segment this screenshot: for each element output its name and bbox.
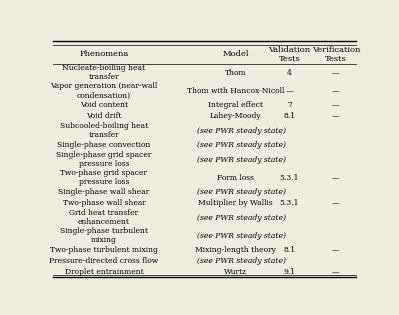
Text: Multiplier by Wallis: Multiplier by Wallis — [198, 199, 273, 207]
Text: (see PWR steady state): (see PWR steady state) — [197, 156, 286, 164]
Text: Form loss: Form loss — [217, 174, 254, 182]
Text: Two-phase turbulent mixing: Two-phase turbulent mixing — [50, 246, 158, 254]
Text: —: — — [332, 112, 340, 120]
Text: —: — — [332, 199, 340, 207]
Text: —: — — [332, 101, 340, 109]
Text: (see PWR steady state): (see PWR steady state) — [197, 232, 286, 240]
Text: Validation
Tests: Validation Tests — [269, 46, 310, 63]
Text: Thom: Thom — [225, 69, 246, 77]
Text: 5.3.1: 5.3.1 — [280, 199, 299, 207]
Text: (see PWR steady state): (see PWR steady state) — [197, 188, 286, 196]
Text: Model: Model — [222, 50, 249, 58]
Text: (see PWR steady state): (see PWR steady state) — [197, 141, 286, 149]
Text: Mixing-length theory: Mixing-length theory — [195, 246, 276, 254]
Text: Phenomena: Phenomena — [79, 50, 128, 58]
Text: Single-phase grid spacer
pressure loss: Single-phase grid spacer pressure loss — [56, 151, 152, 168]
Text: Droplet entrainment: Droplet entrainment — [65, 268, 143, 276]
Text: —: — — [332, 246, 340, 254]
Text: 5.3.1: 5.3.1 — [280, 174, 299, 182]
Text: (see PWR steady state): (see PWR steady state) — [197, 214, 286, 222]
Text: Void drift: Void drift — [86, 112, 122, 120]
Text: —: — — [332, 69, 340, 77]
Text: Thom with Hancox-Nicoll: Thom with Hancox-Nicoll — [187, 87, 284, 95]
Text: Void content: Void content — [80, 101, 128, 109]
Text: Single-phase turbulent
mixing: Single-phase turbulent mixing — [60, 227, 148, 244]
Text: 9.1: 9.1 — [283, 268, 296, 276]
Text: (see PWR steady state): (see PWR steady state) — [197, 127, 286, 135]
Text: Vapor generation (near-wall
condensation): Vapor generation (near-wall condensation… — [50, 82, 158, 100]
Text: 8.1: 8.1 — [283, 112, 296, 120]
Text: Two-phase wall shear: Two-phase wall shear — [63, 199, 145, 207]
Text: Two-phase grid spacer
pressure loss: Two-phase grid spacer pressure loss — [61, 169, 148, 186]
Text: Single-phase wall shear: Single-phase wall shear — [58, 188, 150, 196]
Text: Nucleate-boiling heat
transfer: Nucleate-boiling heat transfer — [62, 64, 146, 81]
Text: —: — — [332, 174, 340, 182]
Text: 7: 7 — [287, 101, 292, 109]
Text: —: — — [332, 268, 340, 276]
Text: 8.1: 8.1 — [283, 246, 296, 254]
Text: Grid heat transfer
enhancement: Grid heat transfer enhancement — [69, 209, 138, 226]
Text: Integral effect: Integral effect — [208, 101, 263, 109]
Text: Lahey-Moody: Lahey-Moody — [209, 112, 261, 120]
Text: Wurtz: Wurtz — [224, 268, 247, 276]
Text: —: — — [286, 87, 293, 95]
Text: 4: 4 — [287, 69, 292, 77]
Text: —: — — [332, 87, 340, 95]
Text: (see PWR steady state): (see PWR steady state) — [197, 257, 286, 265]
Text: Verification
Tests: Verification Tests — [312, 46, 360, 63]
Text: Pressure-directed cross flow: Pressure-directed cross flow — [49, 257, 159, 265]
Text: Single-phase convection: Single-phase convection — [57, 141, 151, 149]
Text: Subcooled-boiling heat
transfer: Subcooled-boiling heat transfer — [60, 122, 148, 139]
